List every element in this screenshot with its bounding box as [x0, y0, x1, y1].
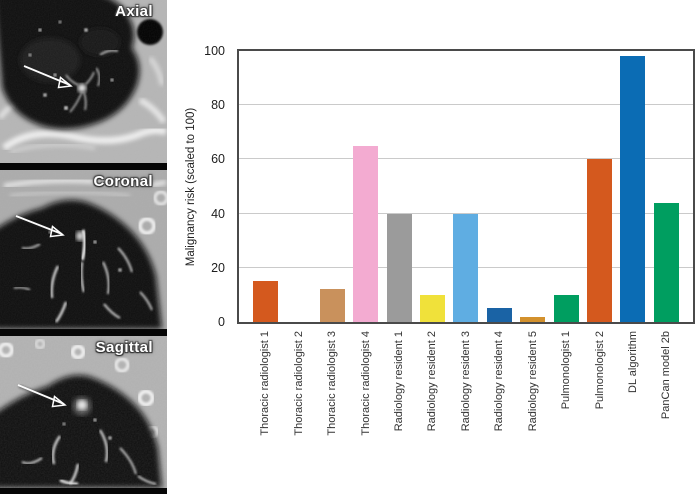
bars-row [239, 51, 693, 322]
bar-radiology-resident-5 [520, 316, 546, 322]
x-label-cell-thoracic-radiologist-3: Thoracic radiologist 3 [320, 331, 345, 489]
gridline-60 [239, 158, 693, 160]
bar-thoracic-radiologist-3 [319, 289, 345, 322]
x-label-cell-thoracic-radiologist-2: Thoracic radiologist 2 [286, 331, 311, 489]
x-label-pulmonologist-2: Pulmonologist 2 [593, 331, 606, 410]
y-tick-label-40: 40 [211, 206, 225, 221]
x-label-radiology-resident-3: Radiology resident 3 [459, 331, 472, 432]
coronal-ct-image [0, 170, 167, 329]
bar-pulmonologist-1 [553, 294, 579, 322]
bar-pancan-model-2b [653, 202, 679, 322]
y-tick-label-0: 0 [218, 315, 225, 329]
bar-slot-radiology-resident-4 [486, 51, 512, 322]
y-axis-ticks: 0 20 40 60 80 100 [175, 44, 225, 329]
x-label-cell-thoracic-radiologist-1: Thoracic radiologist 1 [253, 331, 278, 489]
bar-slot-pancan-model-2b [653, 51, 679, 322]
panel-divider [0, 163, 167, 170]
x-label-thoracic-radiologist-4: Thoracic radiologist 4 [359, 331, 372, 436]
x-label-pulmonologist-1: Pulmonologist 1 [560, 331, 573, 410]
bar-slot-radiology-resident-1 [386, 51, 412, 322]
x-label-cell-thoracic-radiologist-4: Thoracic radiologist 4 [353, 331, 378, 489]
x-label-radiology-resident-5: Radiology resident 5 [526, 331, 539, 432]
bar-slot-thoracic-radiologist-2 [286, 51, 311, 322]
y-tick-label-80: 80 [211, 98, 225, 113]
bar-slot-thoracic-radiologist-3 [319, 51, 345, 322]
bar-slot-radiology-resident-2 [420, 51, 446, 322]
x-label-cell-pancan-model-2b: PanCan model 2b [654, 331, 679, 489]
x-label-thoracic-radiologist-1: Thoracic radiologist 1 [259, 331, 272, 436]
panel-divider [0, 329, 167, 336]
panel-divider [0, 488, 167, 494]
bar-slot-pulmonologist-2 [587, 51, 613, 322]
gridline-80 [239, 104, 693, 106]
x-axis-labels: Thoracic radiologist 1 Thoracic radiologi… [237, 331, 695, 489]
x-label-radiology-resident-1: Radiology resident 1 [393, 331, 406, 432]
y-tick-label-100: 100 [204, 44, 225, 58]
bar-slot-dl-algorithm [620, 51, 646, 322]
sagittal-ct-image [0, 336, 167, 488]
x-label-cell-radiology-resident-1: Radiology resident 1 [387, 331, 412, 489]
bar-slot-thoracic-radiologist-1 [253, 51, 278, 322]
bar-dl-algorithm [620, 56, 646, 322]
bar-radiology-resident-3 [453, 213, 479, 322]
bar-thoracic-radiologist-4 [353, 145, 379, 322]
x-label-radiology-resident-2: Radiology resident 2 [426, 331, 439, 432]
x-label-dl-algorithm: DL algorithm [626, 331, 639, 393]
plot-area [237, 49, 695, 324]
malignancy-risk-chart: Malignancy risk (scaled to 100) 0 20 40 60 8… [167, 0, 700, 494]
y-tick-label-60: 60 [211, 152, 225, 167]
x-label-cell-radiology-resident-4: Radiology resident 4 [487, 331, 512, 489]
x-label-cell-dl-algorithm: DL algorithm [620, 331, 645, 489]
x-label-pancan-model-2b: PanCan model 2b [660, 331, 673, 420]
bar-radiology-resident-4 [486, 308, 512, 322]
bar-radiology-resident-1 [386, 213, 412, 322]
x-label-cell-pulmonologist-1: Pulmonologist 1 [554, 331, 579, 489]
bar-pulmonologist-2 [587, 159, 613, 322]
bar-thoracic-radiologist-1 [253, 281, 278, 322]
bar-slot-radiology-resident-5 [520, 51, 546, 322]
ct-panel-coronal: Coronal [0, 170, 167, 329]
gridline-40 [239, 212, 693, 214]
axial-ct-image [0, 0, 167, 163]
y-tick-label-20: 20 [211, 260, 225, 275]
ct-image-column: Axial [0, 0, 167, 494]
x-label-cell-radiology-resident-5: Radiology resident 5 [520, 331, 545, 489]
x-label-cell-radiology-resident-3: Radiology resident 3 [453, 331, 478, 489]
ct-label-coronal: Coronal [93, 173, 153, 190]
x-label-thoracic-radiologist-3: Thoracic radiologist 3 [326, 331, 339, 436]
bar-slot-pulmonologist-1 [553, 51, 579, 322]
ct-panel-axial: Axial [0, 0, 167, 163]
bar-slot-radiology-resident-3 [453, 51, 479, 322]
ct-panel-sagittal: Sagittal [0, 336, 167, 488]
bar-radiology-resident-2 [420, 294, 446, 322]
x-label-cell-radiology-resident-2: Radiology resident 2 [420, 331, 445, 489]
ct-label-axial: Axial [115, 3, 153, 20]
x-label-cell-pulmonologist-2: Pulmonologist 2 [587, 331, 612, 489]
x-label-thoracic-radiologist-2: Thoracic radiologist 2 [292, 331, 305, 436]
bar-slot-thoracic-radiologist-4 [353, 51, 379, 322]
x-label-radiology-resident-4: Radiology resident 4 [493, 331, 506, 432]
ct-label-sagittal: Sagittal [95, 339, 153, 356]
